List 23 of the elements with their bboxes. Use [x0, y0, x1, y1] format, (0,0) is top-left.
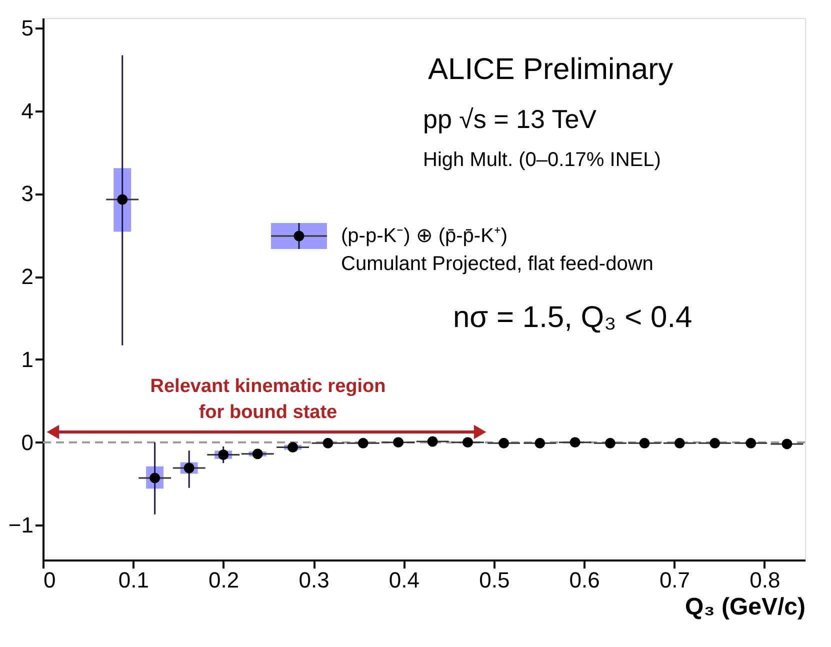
y-tick-label: 0	[21, 430, 34, 455]
y-tick-label: −1	[8, 512, 34, 538]
annotation: ALICE Preliminary	[428, 53, 674, 86]
annotation: High Mult. (0–0.17% INEL)	[423, 149, 661, 171]
annotation: Relevant kinematic region for bound state	[150, 376, 386, 423]
x-tick-label: 0.8	[750, 568, 780, 592]
annotation: pp √s = 13 TeV	[423, 104, 598, 134]
x-tick-label: 0.4	[388, 568, 420, 592]
y-tick-label: 1	[21, 346, 34, 372]
x-tick-label: 0.5	[479, 568, 510, 592]
y-tick-label: 4	[21, 98, 34, 124]
x-tick-label: 0.3	[298, 568, 330, 592]
x-axis-title: Q₃ (GeV/c)	[685, 594, 806, 620]
y-tick-label: 3	[21, 181, 34, 206]
y-tick-label: 5	[21, 15, 34, 40]
legend-label: (p-p-K⁻) ⊕ (p̄-p̄-K⁺) Cumulant Projected, flat feed-down	[341, 225, 654, 275]
annotation: nσ = 1.5, Q₃ < 0.4	[453, 301, 692, 334]
x-tick-label: 0	[44, 568, 56, 592]
x-tick-label: 0.6	[569, 568, 600, 592]
x-tick-label: 0.2	[208, 568, 240, 592]
x-tick-label: 0.1	[118, 568, 149, 592]
y-tick-label: 2	[21, 264, 34, 290]
x-tick-label: 0.7	[659, 568, 690, 592]
